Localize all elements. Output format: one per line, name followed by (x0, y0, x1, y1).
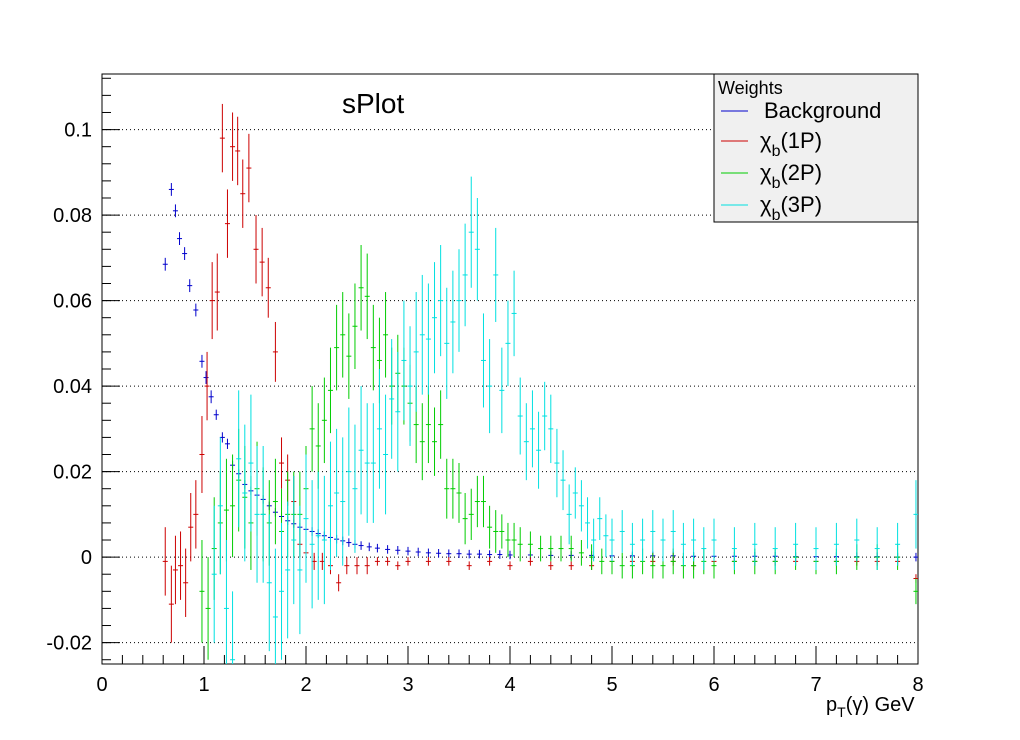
legend-box (713, 73, 919, 223)
x-tick-label: 1 (198, 674, 209, 696)
y-tick-label: 0.1 (64, 120, 92, 142)
legend-title: Weights (718, 78, 783, 98)
y-tick-label: -0.02 (46, 633, 92, 655)
x-tick-label: 0 (96, 674, 107, 696)
y-tick-label: 0.06 (53, 291, 92, 313)
x-tick-label: 3 (402, 674, 413, 696)
x-tick-label: 8 (912, 674, 923, 696)
x-tick-label: 7 (810, 674, 821, 696)
series-2 (199, 245, 918, 660)
x-tick-label: 6 (708, 674, 719, 696)
legend: Weights Background χb(1P)χb(2P)χb(3P) (713, 73, 919, 224)
legend-label: χb(2P) (760, 160, 822, 192)
series-3 (211, 176, 918, 664)
gridlines (102, 129, 918, 644)
y-tick-label: 0.02 (53, 462, 92, 484)
legend-label: Background (764, 98, 881, 123)
chart-title: sPlot (342, 88, 404, 119)
svg-text:pT(γ) GeV: pT(γ) GeV (826, 694, 915, 720)
y-tick-label: 0 (81, 547, 92, 569)
legend-label: χb(1P) (760, 128, 822, 160)
x-tick-label: 5 (606, 674, 617, 696)
y-tick-label: 0.08 (53, 205, 92, 227)
x-tick-label: 4 (504, 674, 515, 696)
y-tick-label: 0.04 (53, 376, 92, 398)
x-tick-label: 2 (300, 674, 311, 696)
series-0 (162, 183, 918, 562)
data-series (162, 103, 918, 664)
x-axis-label: pT(γ) GeV (826, 694, 915, 720)
legend-label: χb(3P) (760, 192, 822, 224)
